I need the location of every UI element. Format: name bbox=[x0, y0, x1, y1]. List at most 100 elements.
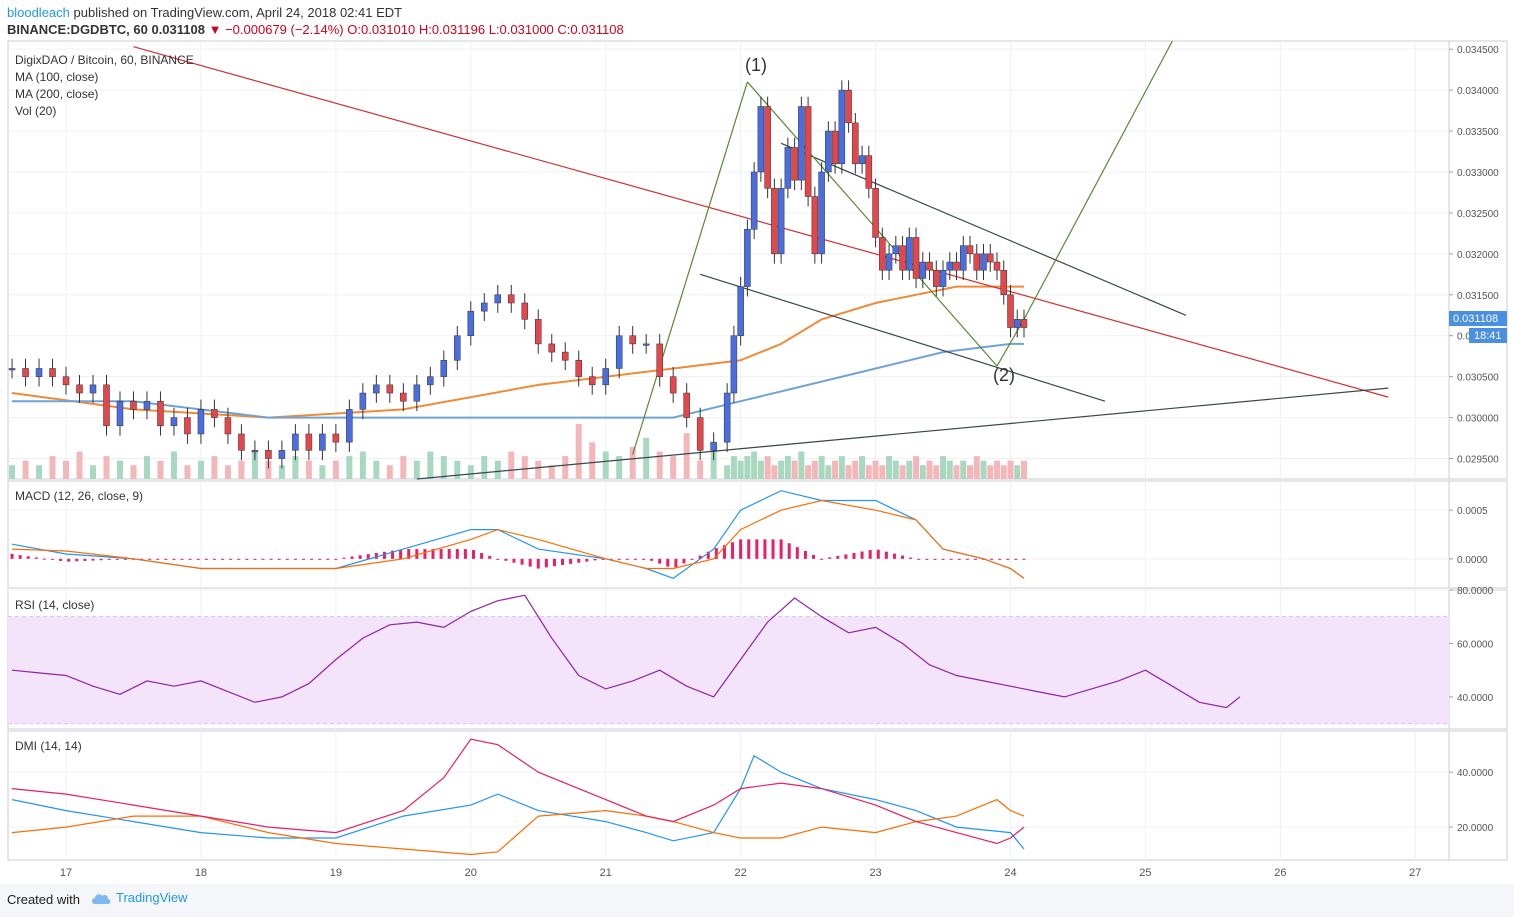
macd-histogram-bar bbox=[561, 558, 565, 566]
macd-histogram-bar bbox=[399, 549, 403, 559]
dmi-series-line bbox=[11, 754, 1025, 850]
candle-down bbox=[696, 417, 704, 451]
volume-bar bbox=[744, 456, 751, 479]
dmi-series-line bbox=[11, 738, 1025, 845]
volume-bar bbox=[811, 460, 818, 479]
volume-bar bbox=[724, 465, 731, 479]
macd-histogram-bar bbox=[439, 549, 443, 559]
chart-canvas[interactable]: 17 18 19 20 21 22 23 24 25 26 27 0.029500 0.030000 0.… bbox=[0, 0, 1514, 884]
candle-down bbox=[852, 122, 859, 165]
y-tick-label: 0.032500 bbox=[1457, 209, 1499, 220]
macd-histogram-bar bbox=[172, 558, 176, 560]
candle-up bbox=[373, 384, 380, 394]
macd-histogram-bar bbox=[391, 550, 395, 559]
macd-histogram-bar bbox=[253, 558, 257, 560]
trendline bbox=[699, 273, 1106, 402]
candle-up bbox=[413, 384, 421, 402]
tradingview-link[interactable]: TradingView bbox=[90, 890, 188, 905]
macd-histogram-bar bbox=[326, 558, 330, 560]
candle-down bbox=[993, 261, 1001, 271]
candle-down bbox=[953, 261, 960, 271]
volume-bar bbox=[980, 460, 987, 479]
candle-up bbox=[757, 106, 765, 173]
main-pane-title: DigixDAO / Bitcoin, 60, BINANCE bbox=[15, 53, 194, 67]
dmi-pane-title: DMI (14, 14) bbox=[15, 739, 82, 753]
x-tick-label: 26 bbox=[1274, 867, 1286, 879]
macd-histogram-bar bbox=[690, 558, 694, 560]
candle-down bbox=[400, 392, 407, 402]
candle-down bbox=[1000, 269, 1007, 296]
volume-bar bbox=[825, 465, 832, 479]
macd-histogram-bar bbox=[51, 558, 55, 560]
volume-bar bbox=[373, 460, 380, 479]
macd-histogram-bar bbox=[1014, 558, 1018, 560]
y-tick-label: 0.0000 bbox=[1457, 555, 1488, 566]
volume-bar bbox=[845, 465, 852, 479]
macd-histogram-bar bbox=[763, 539, 767, 559]
candle-up bbox=[278, 450, 286, 459]
x-tick-label: 21 bbox=[600, 867, 612, 879]
volume-bar bbox=[36, 465, 43, 479]
macd-histogram-bar bbox=[892, 553, 896, 559]
volume-bar bbox=[730, 456, 737, 479]
macd-histogram-bar bbox=[844, 554, 848, 559]
macd-histogram-bar bbox=[512, 558, 516, 563]
volume-bar bbox=[879, 465, 886, 479]
macd-histogram-bar bbox=[334, 558, 338, 560]
volume-bar bbox=[535, 460, 542, 479]
macd-histogram-bar bbox=[463, 549, 467, 559]
x-tick-label: 27 bbox=[1409, 867, 1421, 879]
volume-bar bbox=[211, 456, 218, 479]
volume-bar bbox=[1014, 465, 1021, 479]
macd-histogram-bar bbox=[407, 549, 411, 559]
candle-down bbox=[332, 433, 340, 443]
candle-up bbox=[710, 441, 717, 451]
volume-bar bbox=[798, 451, 805, 479]
volume-bar bbox=[953, 465, 960, 479]
volume-bar bbox=[697, 460, 704, 479]
volume-bar bbox=[784, 456, 791, 479]
candle-up bbox=[744, 229, 751, 287]
macd-histogram-bar bbox=[10, 553, 14, 559]
candle-down bbox=[211, 409, 218, 418]
candle-up bbox=[960, 245, 967, 271]
macd-histogram-bar bbox=[26, 556, 30, 559]
volume-bar bbox=[859, 456, 866, 479]
macd-histogram-bar bbox=[860, 551, 864, 559]
macd-histogram-bar bbox=[852, 552, 856, 559]
wave-label-2: (2) bbox=[993, 365, 1015, 385]
macd-histogram-bar bbox=[382, 551, 386, 559]
y-tick-label: 60.0000 bbox=[1457, 639, 1494, 650]
candle-down bbox=[224, 417, 232, 435]
candle-down bbox=[987, 253, 994, 263]
last-price-badge-bg bbox=[1449, 311, 1507, 326]
candle-down bbox=[966, 245, 974, 255]
volume-bar bbox=[973, 456, 980, 479]
candle-down bbox=[521, 302, 529, 320]
candle-down bbox=[561, 351, 569, 361]
macd-histogram-bar bbox=[925, 558, 929, 560]
volume-layer bbox=[9, 424, 1027, 479]
macd-histogram-bar bbox=[99, 558, 103, 561]
volume-bar bbox=[805, 465, 812, 479]
macd-histogram-bar bbox=[617, 558, 621, 560]
volume-bar bbox=[467, 465, 474, 479]
candles-layer bbox=[8, 80, 1028, 469]
macd-histogram-bar bbox=[75, 558, 79, 562]
candle-down bbox=[157, 400, 164, 427]
candle-down bbox=[1020, 319, 1028, 328]
macd-histogram-bar bbox=[552, 558, 556, 567]
trendlines-layer bbox=[133, 40, 1389, 480]
candle-down bbox=[912, 237, 920, 279]
candle-up bbox=[481, 302, 488, 312]
candle-down bbox=[831, 130, 839, 165]
volume-bar bbox=[987, 465, 994, 479]
candle-down bbox=[973, 253, 981, 271]
candle-down bbox=[76, 384, 83, 394]
author-link[interactable]: bloodleach bbox=[7, 5, 70, 20]
candle-down bbox=[548, 343, 555, 353]
volume-bar bbox=[575, 424, 582, 479]
volume-bar bbox=[292, 456, 299, 479]
volume-bar bbox=[643, 437, 650, 479]
candle-down bbox=[508, 294, 515, 304]
